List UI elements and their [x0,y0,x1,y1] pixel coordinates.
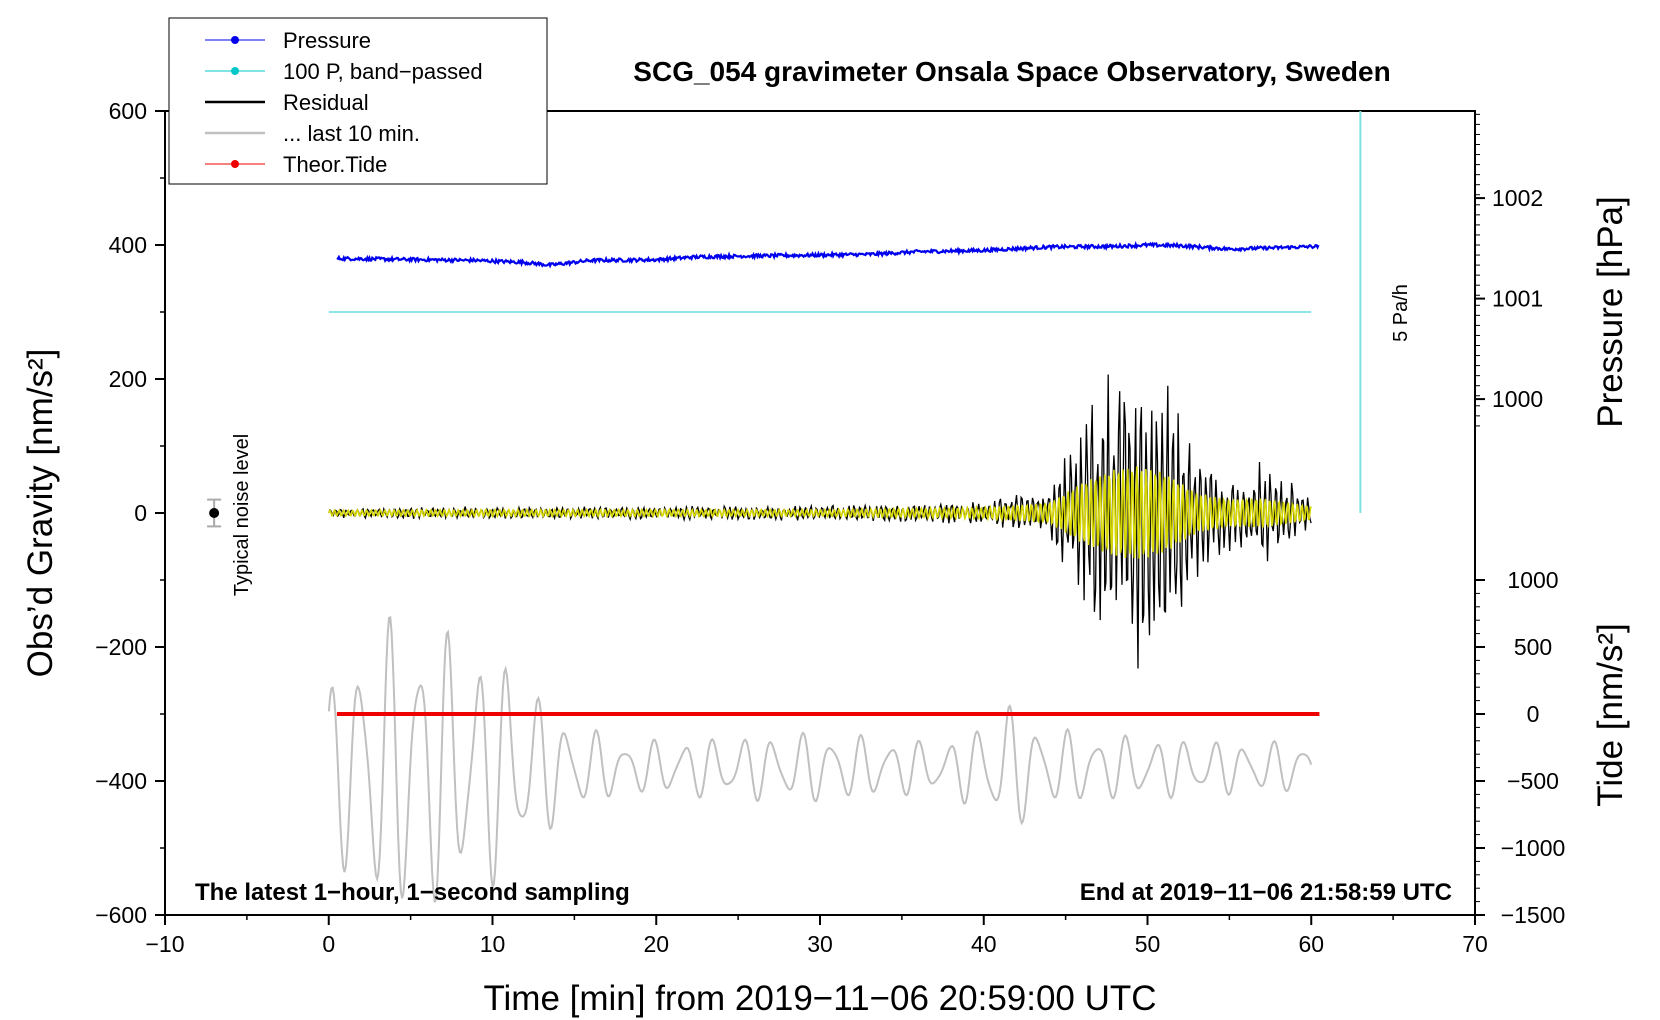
x-axis-label: Time [min] from 2019−11−06 20:59:00 UTC [483,979,1156,1018]
y-axis-pressure: 1000 1001 1002 [1475,113,1543,427]
series-pressure [336,240,1320,269]
pressure-tick-label: 1002 [1492,185,1543,211]
legend-label: Theor.Tide [283,152,387,177]
legend-label: Residual [283,90,369,115]
x-tick-label: 0 [322,931,335,957]
tide-tick-label: −500 [1507,768,1559,794]
legend-label: Pressure [283,28,371,53]
y-axis-label: Obs’d Gravity [nm/s²] [21,349,60,678]
y-tick-label: −200 [95,634,147,660]
tide-tick-label: 500 [1514,634,1552,660]
x-tick-label: 10 [480,931,506,957]
y-tick-label: 600 [109,98,147,124]
chart-title: SCG_054 gravimeter Onsala Space Observat… [633,56,1390,87]
y-tick-label: 200 [109,366,147,392]
pressure-rate-group: 5 Pa/h [1359,111,1412,513]
pressure-tick-label: 1000 [1492,386,1543,412]
legend-swatch-marker [231,36,239,44]
legend-label: ... last 10 min. [283,121,420,146]
y-axis-left: −600 −400 −200 0 200 400 600 [95,98,165,928]
x-tick-label: 70 [1462,931,1488,957]
noise-label: Typical noise level [231,434,253,596]
y-axis-tide: −1500 −1000 −500 0 500 1000 [1475,567,1565,928]
tide-tick-label: −1000 [1501,835,1566,861]
sampling-note: The latest 1−hour, 1−second sampling [195,879,630,906]
y-tick-label: 400 [109,232,147,258]
legend-swatch-marker [231,160,239,168]
tide-axis-label: Tide [nm/s²] [1591,623,1630,806]
pressure-axis-label: Pressure [hPa] [1591,196,1630,428]
pressure-tick-label: 1001 [1492,286,1543,312]
tide-tick-label: −1500 [1501,902,1566,928]
legend-label: 100 P, band−passed [283,59,483,84]
y-tick-label: 0 [134,500,147,526]
x-tick-label: 30 [807,931,833,957]
series-layer [327,240,1320,903]
x-tick-label: −10 [145,931,184,957]
series-bandpassed-residual [328,466,1312,559]
x-tick-label: 60 [1298,931,1324,957]
x-axis: −10 0 10 20 30 40 50 60 70 [145,915,1488,957]
x-tick-label: 40 [971,931,997,957]
x-tick-label: 50 [1135,931,1161,957]
noise-point [209,508,220,518]
noise-marker-group: Typical noise level [207,434,253,596]
legend-swatch-marker [231,67,239,75]
pressure-rate-label: 5 Pa/h [1390,284,1412,342]
x-tick-label: 20 [643,931,669,957]
legend: Pressure 100 P, band−passed Residual ... la… [168,17,548,185]
tide-tick-label: 1000 [1507,567,1558,593]
plot-frame [164,110,1476,916]
series-last-10-min [327,615,1313,903]
tide-tick-label: 0 [1527,701,1540,727]
end-time-note: End at 2019−11−06 21:58:59 UTC [1080,879,1452,906]
y-tick-label: −600 [95,902,147,928]
y-tick-label: −400 [95,768,147,794]
